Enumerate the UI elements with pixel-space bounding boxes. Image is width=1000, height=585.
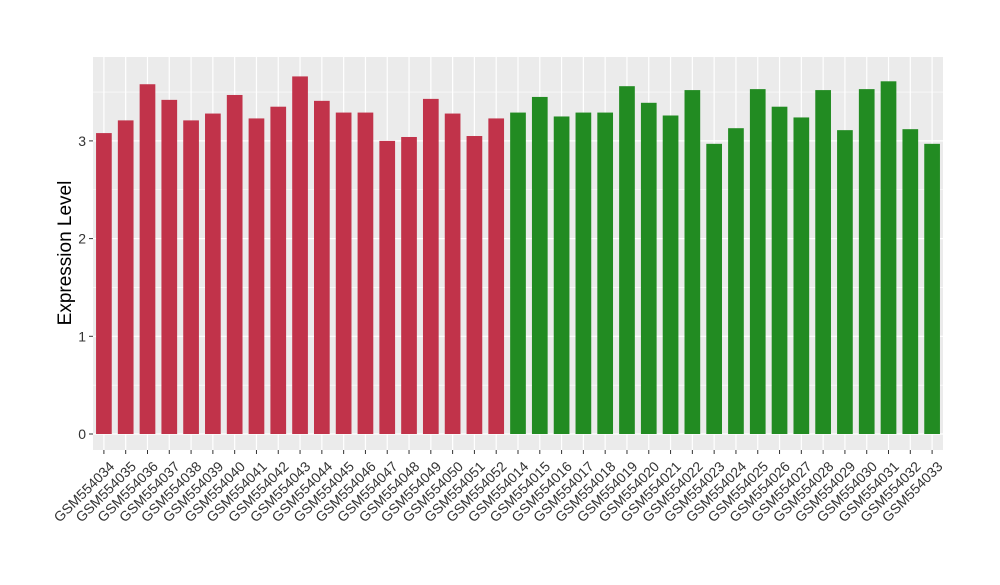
bar-GSM554031 <box>880 81 897 434</box>
bar-GSM554024 <box>728 128 744 434</box>
bar-GSM554039 <box>205 113 221 434</box>
bar-GSM554041 <box>248 118 265 434</box>
bars <box>96 76 940 435</box>
bar-GSM554014 <box>510 112 526 434</box>
bar-GSM554029 <box>837 130 853 434</box>
bar-GSM554047 <box>379 140 396 434</box>
bar-GSM554028 <box>815 90 831 434</box>
bar-GSM554038 <box>183 120 199 435</box>
bar-GSM554036 <box>139 84 156 434</box>
bar-GSM554033 <box>924 143 940 434</box>
bar-GSM554051 <box>466 136 483 434</box>
bar-GSM554050 <box>444 113 461 434</box>
y-axis: 0 1 2 3 <box>78 133 93 442</box>
bar-GSM554021 <box>662 115 679 435</box>
y-tick-label: 2 <box>78 231 86 247</box>
bar-GSM554052 <box>488 118 505 434</box>
bar-GSM554046 <box>357 112 374 434</box>
bar-GSM554044 <box>314 100 330 434</box>
bar-GSM554030 <box>858 89 875 434</box>
bar-GSM554037 <box>161 99 178 434</box>
bar-GSM554042 <box>270 106 287 434</box>
bar-GSM554025 <box>749 89 766 434</box>
bar-GSM554049 <box>422 98 439 434</box>
bar-GSM554018 <box>597 112 614 434</box>
bar-GSM554035 <box>117 120 134 435</box>
y-axis-label: Expression Level <box>55 181 76 326</box>
bar-GSM554017 <box>575 112 592 434</box>
x-axis: GSM554034GSM554035GSM554036GSM554037GSM5… <box>50 450 946 525</box>
y-tick-label: 3 <box>78 133 86 149</box>
bar-GSM554032 <box>902 129 919 434</box>
bar-GSM554026 <box>771 106 788 434</box>
bar-GSM554020 <box>640 102 657 434</box>
bar-GSM554048 <box>401 136 417 434</box>
y-tick-label: 1 <box>78 328 86 344</box>
bar-GSM554016 <box>553 116 570 434</box>
bar-GSM554022 <box>684 90 701 434</box>
bar-GSM554045 <box>335 112 352 434</box>
bar-GSM554027 <box>793 117 810 435</box>
bar-GSM554040 <box>226 94 243 434</box>
bar-GSM554023 <box>706 143 722 434</box>
bar-GSM554034 <box>96 133 112 435</box>
bar-GSM554015 <box>531 96 548 434</box>
bar-GSM554043 <box>292 76 308 434</box>
bar-GSM554019 <box>619 86 635 435</box>
y-tick-label: 0 <box>78 426 86 442</box>
